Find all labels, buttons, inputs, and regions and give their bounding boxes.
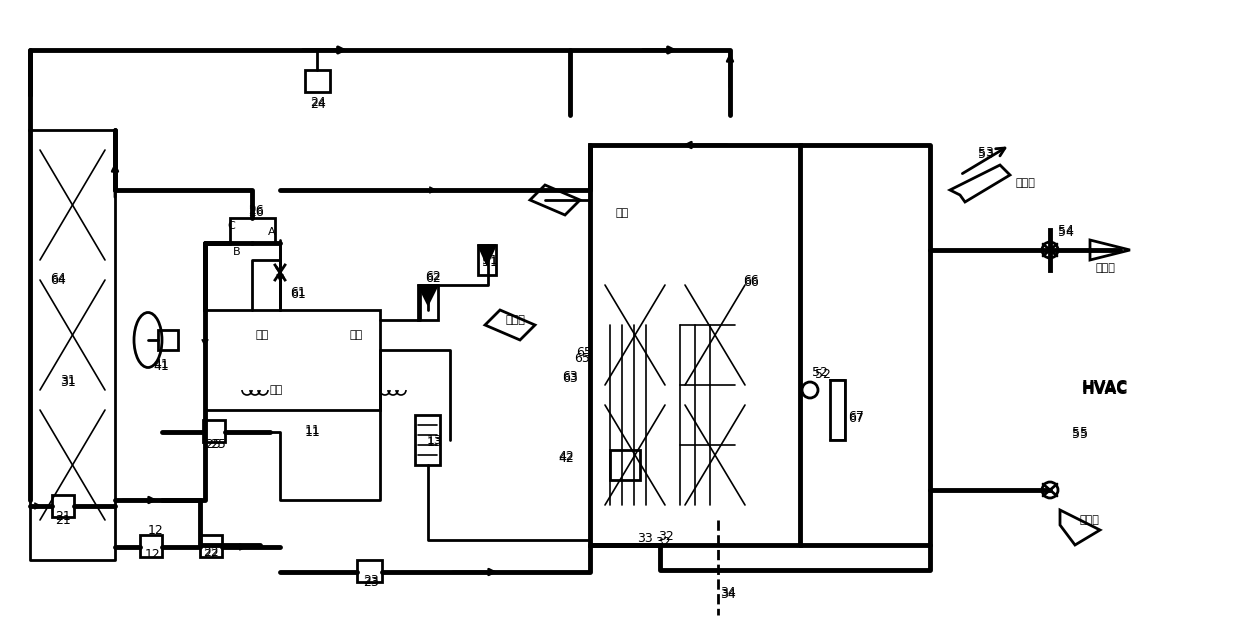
Text: 55: 55	[1073, 429, 1087, 441]
Polygon shape	[529, 185, 580, 215]
Bar	[140, 535, 162, 557]
Text: 62: 62	[425, 270, 440, 282]
Text: 11: 11	[305, 423, 321, 437]
Text: 23: 23	[363, 575, 378, 589]
Bar	[200, 535, 222, 557]
Text: 21: 21	[55, 513, 71, 527]
Text: 33: 33	[637, 532, 652, 544]
Text: 23: 23	[363, 573, 378, 587]
Text: 64: 64	[50, 272, 66, 284]
Text: 13: 13	[427, 434, 443, 446]
Text: 51: 51	[482, 253, 498, 266]
Bar	[610, 450, 640, 480]
Text: 除霜风: 除霜风	[1016, 178, 1035, 188]
Text: 53: 53	[978, 149, 994, 161]
Text: 31: 31	[60, 375, 76, 389]
Text: 32: 32	[658, 530, 673, 544]
Text: 41: 41	[153, 361, 169, 373]
Text: 13: 13	[427, 436, 443, 449]
Text: 吹面风: 吹面风	[1095, 263, 1115, 273]
Text: 补气: 补气	[270, 385, 283, 395]
Text: A: A	[268, 227, 275, 237]
Polygon shape	[418, 285, 438, 305]
Text: 21: 21	[55, 510, 71, 522]
Text: 32: 32	[655, 536, 671, 549]
Text: 26: 26	[248, 204, 264, 218]
Bar	[229, 218, 275, 243]
Text: 54: 54	[1058, 223, 1074, 237]
Text: 65: 65	[577, 346, 591, 360]
Bar	[305, 70, 330, 92]
Text: 25: 25	[205, 439, 221, 451]
Text: 24: 24	[310, 96, 326, 110]
Text: 内循环: 内循环	[505, 315, 525, 325]
Text: 24: 24	[310, 99, 326, 111]
Text: 63: 63	[562, 370, 578, 382]
Polygon shape	[950, 165, 1011, 202]
Text: 22: 22	[203, 546, 218, 560]
Bar	[418, 285, 438, 320]
Text: 64: 64	[50, 273, 66, 287]
Text: 34: 34	[720, 589, 735, 601]
Text: 54: 54	[1058, 225, 1074, 239]
Text: 新风: 新风	[615, 208, 629, 218]
Text: 11: 11	[305, 425, 321, 439]
Bar	[415, 415, 440, 465]
Bar	[203, 420, 224, 442]
Text: 55: 55	[1073, 427, 1087, 439]
Bar	[357, 560, 382, 582]
Text: 12: 12	[148, 523, 164, 537]
Bar	[52, 495, 74, 517]
Text: 34: 34	[720, 587, 735, 599]
Text: 42: 42	[558, 451, 574, 465]
Text: 61: 61	[290, 289, 306, 301]
Text: 25: 25	[210, 437, 226, 451]
Text: 53: 53	[978, 146, 994, 160]
Text: 排气: 排气	[255, 330, 268, 340]
Text: 42: 42	[558, 449, 574, 463]
Text: 63: 63	[562, 372, 578, 384]
Text: HVAC: HVAC	[1083, 382, 1128, 398]
Text: 52: 52	[812, 367, 828, 380]
Text: 12: 12	[145, 549, 161, 561]
Text: HVAC: HVAC	[1083, 380, 1128, 396]
Text: 22: 22	[203, 549, 218, 561]
Text: 41: 41	[153, 358, 169, 372]
Text: 67: 67	[848, 411, 864, 425]
Bar	[205, 310, 379, 410]
Bar	[590, 145, 800, 545]
Text: 26: 26	[248, 206, 264, 220]
Text: C: C	[227, 221, 234, 231]
Bar	[157, 330, 179, 350]
Bar	[477, 245, 496, 275]
Text: 52: 52	[815, 368, 831, 380]
Text: B: B	[233, 247, 241, 257]
Text: 吹脚风: 吹脚风	[1080, 515, 1100, 525]
Polygon shape	[485, 310, 534, 340]
Polygon shape	[1090, 240, 1130, 260]
Polygon shape	[477, 245, 496, 265]
Text: 66: 66	[743, 275, 759, 289]
Text: 31: 31	[60, 373, 76, 387]
Text: 67: 67	[848, 410, 864, 422]
Text: 62: 62	[425, 272, 440, 284]
Text: 61: 61	[290, 287, 306, 299]
Text: 66: 66	[743, 273, 759, 287]
Text: 51: 51	[482, 256, 498, 268]
Text: 吸气: 吸气	[350, 330, 363, 340]
Text: 65: 65	[574, 351, 590, 365]
FancyArrowPatch shape	[277, 267, 284, 278]
Polygon shape	[1060, 510, 1100, 545]
Bar	[830, 380, 844, 440]
